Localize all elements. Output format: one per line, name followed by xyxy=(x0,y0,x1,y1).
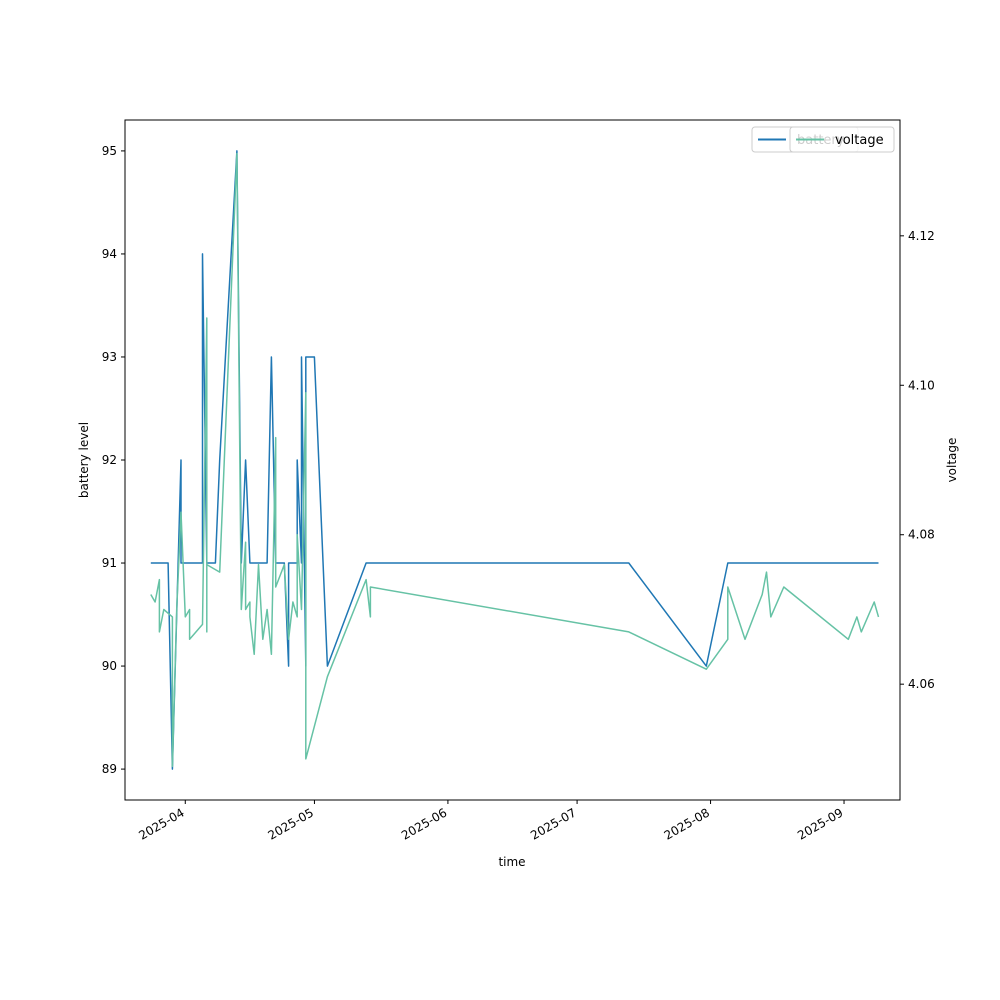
legend-voltage-box xyxy=(789,126,895,153)
y-axis-label: battery level xyxy=(77,422,91,498)
y2-tick-label: 4.06 xyxy=(908,677,935,691)
y2-tick-label: 4.12 xyxy=(908,229,935,243)
y-tick-label: 92 xyxy=(102,453,117,467)
y2-axis-label: voltage xyxy=(945,438,959,483)
y-tick-label: 95 xyxy=(102,144,117,158)
legend-voltage: voltage xyxy=(789,126,895,153)
y-tick-label: 94 xyxy=(102,247,117,261)
y2-tick-label: 4.08 xyxy=(908,528,935,542)
series-layer xyxy=(150,150,880,770)
y-axis-ticks: 89 90 91 92 93 94 95 xyxy=(102,144,125,776)
y2-axis-ticks: 4.06 4.08 4.10 4.12 xyxy=(900,229,935,691)
y-tick-label: 91 xyxy=(102,556,117,570)
y-tick-label: 93 xyxy=(102,350,117,364)
y2-tick-label: 4.10 xyxy=(908,378,935,392)
y-tick-label: 89 xyxy=(102,762,117,776)
series-line-voltage xyxy=(150,152,880,768)
x-axis-label: time xyxy=(498,855,525,869)
y-tick-label: 90 xyxy=(102,659,117,673)
legend-voltage-label: voltage xyxy=(835,133,884,148)
